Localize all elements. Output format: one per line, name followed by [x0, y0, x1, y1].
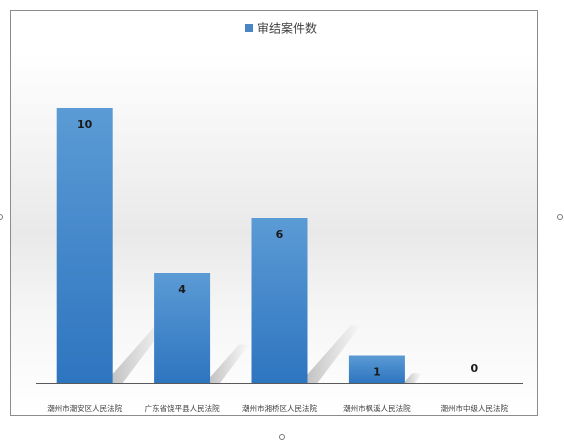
bar-shadow: [112, 323, 168, 383]
data-label: 1: [373, 366, 381, 379]
bar[interactable]: [251, 218, 308, 383]
legend: 审结案件数: [245, 21, 317, 36]
category-label: 广东省饶平县人民法院: [145, 403, 220, 413]
category-label: 潮州市中级人民法院: [441, 403, 509, 413]
bar-shadow: [307, 325, 361, 383]
resize-handle-bottom[interactable]: [279, 434, 285, 440]
bar-shadows: [112, 323, 423, 383]
category-labels: 潮州市潮安区人民法院 广东省饶平县人民法院 潮州市湘桥区人民法院 潮州市枫溪人民法院 潮…: [47, 403, 508, 413]
category-label: 潮州市湘桥区人民法院: [242, 403, 317, 413]
data-label: 4: [178, 283, 186, 296]
bar[interactable]: [56, 108, 113, 383]
category-label: 潮州市潮安区人民法院: [47, 403, 122, 413]
legend-label-series-0: 审结案件数: [257, 21, 317, 36]
bar[interactable]: [154, 273, 211, 383]
data-label: 0: [470, 362, 478, 375]
bar-shadow: [210, 344, 249, 383]
data-label: 10: [77, 118, 93, 131]
bar[interactable]: [348, 355, 405, 384]
bar-shadow: [404, 373, 423, 383]
resize-handle-left[interactable]: [0, 214, 3, 220]
category-label: 潮州市枫溪人民法院: [343, 403, 411, 413]
data-label: 6: [276, 228, 284, 241]
bars: [56, 108, 405, 384]
legend-swatch: [245, 24, 253, 32]
resize-handle-right[interactable]: [557, 214, 563, 220]
